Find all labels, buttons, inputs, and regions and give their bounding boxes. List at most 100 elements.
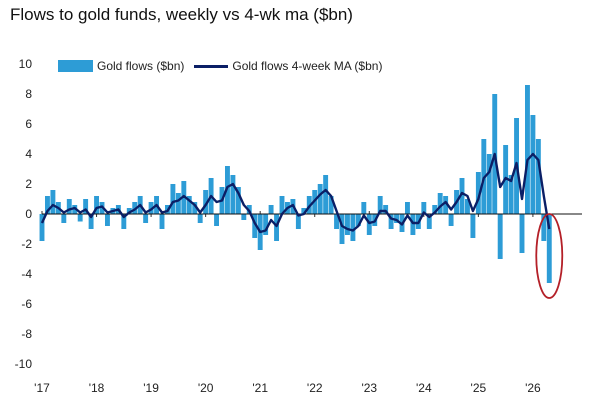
x-tick-label: '23	[361, 381, 377, 395]
flow-bar	[263, 214, 269, 235]
flow-bar	[366, 214, 372, 235]
flow-bar	[328, 196, 334, 214]
y-tick-label: 8	[25, 87, 32, 101]
y-tick-label: -6	[21, 297, 32, 311]
flow-bar	[317, 184, 323, 214]
flow-bar	[214, 214, 219, 226]
flow-bar	[77, 214, 83, 222]
flow-bar	[121, 214, 127, 229]
flow-bar	[197, 214, 203, 223]
x-tick-label: '21	[252, 381, 268, 395]
flow-bar	[432, 205, 438, 214]
y-axis: 10 8 6 4 2 0 -2 -4 -6 -8 -10	[15, 57, 33, 371]
flow-bar	[170, 184, 176, 214]
x-tick-label: '19	[143, 381, 159, 395]
flow-bar	[410, 214, 416, 235]
flow-bar	[301, 208, 307, 214]
bar-series	[39, 85, 552, 283]
flow-bar	[508, 175, 514, 214]
flow-bar	[61, 214, 67, 223]
flow-bar	[355, 214, 361, 226]
flow-bar	[235, 187, 241, 214]
flow-bar	[323, 175, 329, 214]
flow-bar	[475, 172, 481, 214]
flow-bar	[388, 214, 394, 229]
flow-bar	[105, 214, 110, 226]
flow-bar	[334, 214, 339, 229]
flow-bar	[339, 214, 345, 244]
flow-bar	[159, 214, 165, 229]
flow-bar	[394, 214, 399, 223]
flow-bar	[546, 214, 552, 283]
flow-bar	[448, 214, 454, 226]
flow-bar	[94, 196, 99, 214]
flow-bar	[143, 214, 149, 223]
flow-bar	[377, 196, 383, 214]
flow-bar	[519, 214, 525, 253]
flow-bar	[350, 214, 356, 241]
flow-bar	[83, 199, 89, 214]
y-tick-label: -2	[21, 237, 32, 251]
x-tick-label: '18	[89, 381, 105, 395]
flow-bar	[470, 214, 476, 238]
flow-bar	[361, 202, 367, 214]
legend: Gold flows ($bn) Gold flows 4-week MA ($…	[58, 59, 382, 73]
y-tick-label: 0	[25, 207, 32, 221]
flow-bar	[186, 196, 192, 214]
flow-bar	[345, 214, 350, 235]
flow-bar	[50, 190, 56, 214]
y-tick-label: -8	[21, 327, 32, 341]
y-tick-label: 2	[25, 177, 32, 191]
flow-bar	[465, 199, 470, 214]
flow-bar	[437, 193, 443, 214]
flow-bar	[426, 214, 432, 229]
x-tick-label: '22	[307, 381, 323, 395]
x-tick-label: '25	[471, 381, 487, 395]
y-tick-label: 6	[25, 117, 32, 131]
flow-bar	[541, 214, 547, 241]
flow-bar	[175, 193, 181, 214]
flow-bar	[66, 199, 72, 214]
flow-bar	[443, 196, 449, 214]
y-tick-label: 10	[19, 57, 33, 71]
x-tick-label: '24	[416, 381, 432, 395]
legend-item-flows: Gold flows ($bn)	[58, 59, 184, 73]
annotation-ellipse	[535, 213, 564, 299]
flow-bar	[192, 202, 198, 214]
flow-bar	[274, 214, 279, 241]
x-axis: '17 '18 '19 '20 '21 '22 '23 '24 '25 '26	[34, 211, 541, 395]
flow-bar	[486, 154, 492, 214]
flow-bar	[405, 202, 410, 214]
x-tick-label: '20	[198, 381, 214, 395]
flow-bar	[525, 85, 530, 214]
flow-bar	[279, 196, 285, 214]
y-tick-label: -4	[21, 267, 32, 281]
flow-bar	[241, 214, 247, 220]
legend-swatch-line	[194, 64, 229, 68]
chart-title: Flows to gold funds, weekly vs 4-wk ma (…	[10, 5, 353, 24]
legend-swatch-bar	[58, 60, 93, 72]
flow-bar	[230, 175, 236, 214]
flow-bar	[126, 208, 132, 214]
flow-bar	[295, 214, 301, 229]
flow-bar	[45, 196, 50, 214]
x-tick-label: '26	[525, 381, 541, 395]
flow-bar	[88, 214, 94, 229]
legend-label-ma: Gold flows 4-week MA ($bn)	[232, 59, 383, 73]
flow-bar	[535, 139, 541, 214]
flow-bar	[203, 190, 209, 214]
legend-item-ma: Gold flows 4-week MA ($bn)	[194, 59, 382, 73]
y-tick-label: 4	[25, 147, 32, 161]
flow-bar	[39, 214, 45, 241]
flow-bar	[383, 205, 389, 214]
flow-bar	[268, 205, 274, 214]
ma-line	[40, 152, 551, 234]
flow-bar	[421, 202, 427, 214]
x-tick-label: '17	[34, 381, 50, 395]
flow-bar	[497, 214, 503, 259]
flow-bar	[252, 214, 258, 238]
y-tick-label: -10	[15, 357, 33, 371]
flow-bar	[459, 178, 465, 214]
